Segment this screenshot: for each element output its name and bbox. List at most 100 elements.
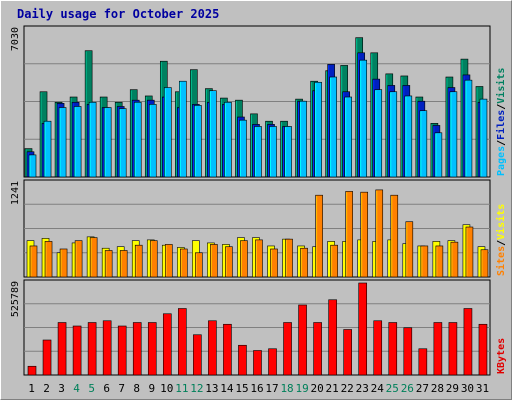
bar-pages-11 — [179, 80, 187, 178]
bar-pages-4 — [73, 106, 82, 178]
x-tick-label: 1 — [28, 382, 35, 395]
x-tick-label: 12 — [190, 382, 203, 395]
chart-title: Daily usage for October 2025 — [17, 7, 220, 21]
bar-kbytes-6 — [102, 320, 112, 376]
x-tick-label: 5 — [88, 382, 95, 395]
bar-sites-2 — [44, 241, 53, 278]
bar-pages-16 — [254, 126, 262, 178]
axis-max-label: 7030 — [10, 27, 21, 51]
bar-pages-1 — [28, 154, 37, 178]
bar-pages-27 — [419, 110, 428, 178]
bar-kbytes-3 — [57, 322, 67, 376]
legend-entry: Visits — [495, 204, 507, 240]
bar-kbytes-29 — [448, 322, 458, 376]
bar-kbytes-13 — [208, 320, 217, 376]
bar-kbytes-2 — [42, 339, 52, 376]
bar-pages-30 — [464, 79, 473, 178]
x-tick-label: 18 — [280, 382, 293, 395]
bar-kbytes-18 — [283, 322, 292, 376]
x-tick-label: 27 — [416, 382, 429, 395]
bar-pages-17 — [269, 126, 277, 178]
legend-entry: Visits — [495, 68, 507, 104]
bar-kbytes-19 — [298, 304, 307, 376]
bar-pages-8 — [133, 101, 142, 178]
x-tick-label: 15 — [235, 382, 248, 395]
bar-kbytes-10 — [162, 313, 172, 376]
bar-sites-4 — [74, 240, 83, 278]
bar-kbytes-8 — [132, 322, 142, 376]
bar-kbytes-24 — [373, 320, 383, 376]
bar-sites-30 — [465, 226, 474, 278]
bar-pages-12 — [194, 105, 202, 178]
legend-entry: / — [496, 104, 507, 110]
bar-kbytes-12 — [193, 334, 202, 376]
bar-pages-25 — [389, 91, 398, 178]
legend-entry: Files — [495, 110, 507, 140]
x-tick-label: 6 — [103, 382, 110, 395]
bar-sites-14 — [225, 246, 233, 278]
bar-pages-10 — [163, 87, 172, 178]
bar-sites-24 — [375, 189, 384, 278]
bar-sites-25 — [390, 194, 399, 278]
bar-kbytes-23 — [358, 282, 368, 376]
bar-sites-18 — [285, 238, 293, 278]
bar-kbytes-26 — [403, 327, 413, 376]
bar-kbytes-16 — [253, 350, 262, 376]
bar-sites-7 — [119, 250, 128, 278]
x-tick-label: 21 — [326, 382, 339, 395]
bar-kbytes-22 — [343, 329, 352, 376]
x-tick-label: 14 — [220, 382, 234, 395]
bar-kbytes-17 — [268, 348, 277, 376]
bar-pages-6 — [103, 107, 112, 178]
bar-pages-2 — [43, 120, 52, 178]
legend-entry: Pages — [496, 146, 507, 176]
bar-kbytes-14 — [223, 323, 232, 376]
bar-sites-23 — [360, 191, 369, 278]
bar-kbytes-4 — [72, 325, 82, 376]
bar-kbytes-20 — [313, 322, 322, 376]
bar-pages-19 — [299, 100, 307, 178]
bar-pages-14 — [224, 101, 232, 178]
bar-sites-15 — [240, 240, 248, 278]
x-tick-label: 24 — [371, 382, 385, 395]
bar-pages-21 — [329, 76, 337, 178]
bar-kbytes-11 — [178, 308, 187, 376]
bar-pages-24 — [374, 89, 383, 178]
x-tick-label: 20 — [311, 382, 324, 395]
legend-pages-files-visits: Pages/Files/Visits — [495, 68, 507, 176]
x-tick-label: 10 — [160, 382, 173, 395]
x-tick-label: 28 — [431, 382, 444, 395]
x-tick-label: 23 — [356, 382, 369, 395]
bar-sites-16 — [255, 239, 263, 278]
bar-sites-10 — [164, 244, 173, 278]
bar-kbytes-9 — [147, 322, 157, 376]
bar-kbytes-7 — [117, 325, 127, 376]
legend-entry: KBytes — [496, 338, 507, 374]
bar-pages-7 — [118, 108, 127, 178]
bar-pages-22 — [344, 96, 352, 178]
bar-pages-9 — [148, 104, 157, 178]
bar-sites-3 — [59, 248, 68, 278]
bar-sites-5 — [89, 237, 98, 278]
x-tick-label: 16 — [250, 382, 263, 395]
bar-kbytes-21 — [328, 299, 337, 376]
x-tick-label: 26 — [401, 382, 414, 395]
axis-max-label: 1241 — [10, 181, 21, 205]
bar-kbytes-31 — [478, 323, 488, 376]
bar-kbytes-28 — [433, 322, 443, 376]
bar-pages-20 — [314, 81, 322, 178]
x-tick-label: 9 — [148, 382, 155, 395]
bar-sites-26 — [405, 221, 414, 278]
bar-sites-6 — [104, 250, 113, 278]
bar-kbytes-5 — [87, 322, 97, 376]
legend-entry: / — [496, 140, 507, 146]
bar-sites-13 — [210, 244, 218, 278]
x-tick-label: 11 — [175, 382, 188, 395]
bar-sites-9 — [149, 240, 158, 278]
bar-sites-1 — [29, 245, 38, 278]
bar-sites-8 — [134, 244, 143, 278]
bar-pages-15 — [239, 119, 247, 178]
legend-kbytes: KBytes — [496, 338, 507, 374]
x-tick-label: 25 — [386, 382, 399, 395]
